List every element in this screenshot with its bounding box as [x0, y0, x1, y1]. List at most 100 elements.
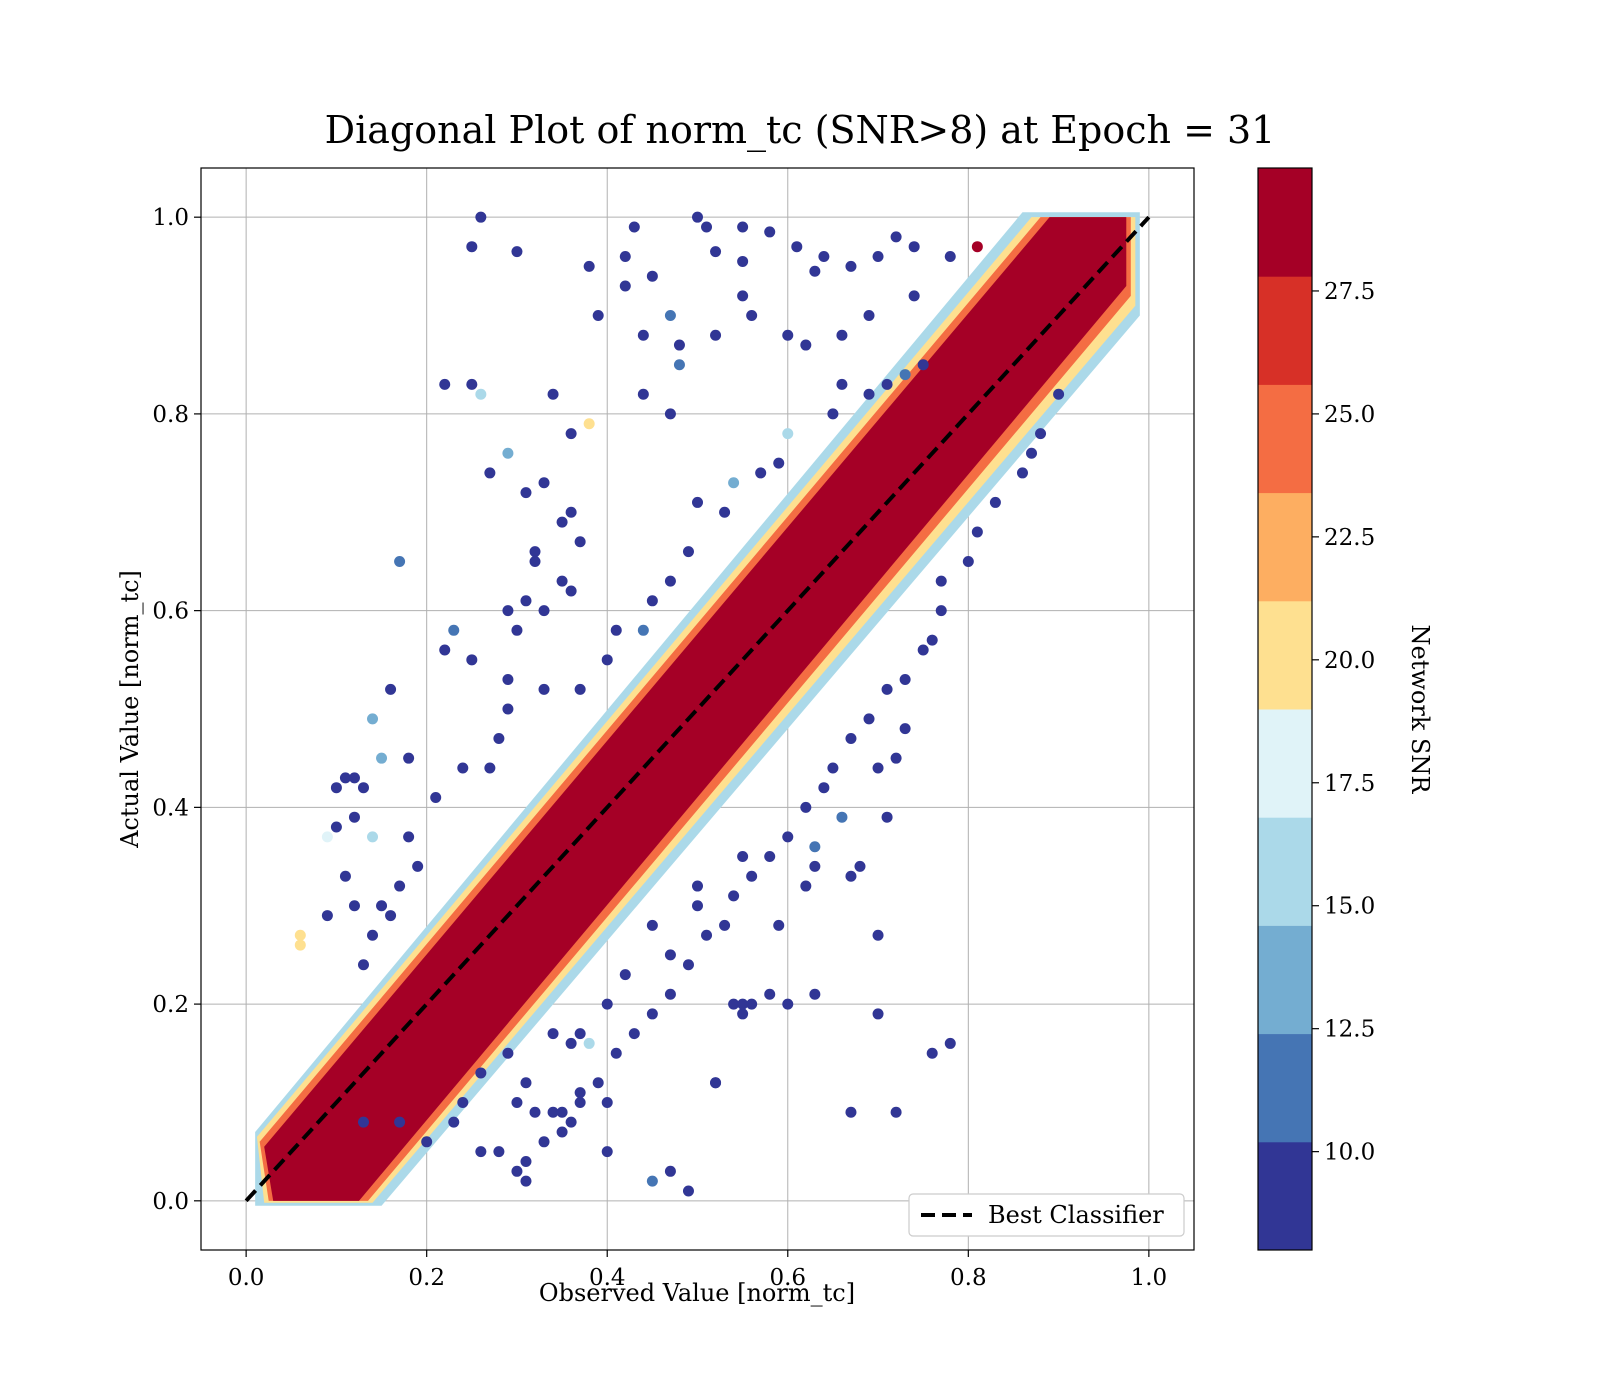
scatter-point [502, 703, 514, 715]
scatter-point [493, 1146, 505, 1158]
scatter-point [421, 1136, 433, 1148]
scatter-point [737, 221, 749, 233]
scatter-point [782, 428, 794, 440]
scatter-point [601, 998, 613, 1010]
scatter-point [376, 900, 388, 912]
scatter-point [339, 870, 351, 882]
scatter-point [457, 1096, 469, 1108]
density-band-layer [264, 217, 1127, 1201]
scatter-point [484, 762, 496, 774]
scatter-point [728, 998, 740, 1010]
scatter-point [367, 929, 379, 941]
chart-title: Diagonal Plot of norm_tc (SNR>8) at Epoc… [325, 108, 1276, 153]
colorbar-frame [1257, 167, 1313, 1251]
colorbar-tick-label: 12.5 [1324, 1017, 1375, 1043]
scatter-point [619, 280, 631, 292]
scatter-point [800, 339, 812, 351]
scatter-point [863, 388, 875, 400]
scatter-point [818, 782, 830, 794]
scatter-point [845, 733, 857, 745]
scatter-point [601, 1146, 613, 1158]
scatter-point [466, 654, 478, 666]
colorbar-segment [1258, 600, 1312, 710]
scatter-point [574, 536, 586, 548]
scatter-point [755, 467, 767, 479]
scatter-point [520, 1155, 532, 1167]
scatter-point [682, 546, 694, 558]
scatter-point [646, 919, 658, 931]
scatter-point [502, 673, 514, 685]
x-tick-label: 0.8 [950, 1265, 987, 1291]
scatter-point [529, 555, 541, 567]
x-tick-label: 0.2 [408, 1265, 445, 1291]
scatter-point [430, 792, 442, 804]
scatter-point [367, 831, 379, 843]
colorbar-label: Network SNR [1406, 625, 1434, 795]
scatter-point [881, 683, 893, 695]
scatter-point [664, 988, 676, 1000]
scatter-point [737, 998, 749, 1010]
scatter-point [872, 929, 884, 941]
scatter-point [520, 487, 532, 499]
scatter-point [348, 811, 360, 823]
scatter-point [520, 1077, 532, 1089]
scatter-point [836, 329, 848, 341]
colorbar [1258, 168, 1312, 1251]
scatter-point [502, 605, 514, 617]
scatter-point [502, 447, 514, 459]
scatter-point [348, 772, 360, 784]
y-tick-label: 0.2 [152, 992, 189, 1018]
scatter-point [601, 654, 613, 666]
scatter-point [809, 265, 821, 277]
scatter-point [845, 1106, 857, 1118]
scatter-point [1035, 428, 1047, 440]
scatter-point [574, 683, 586, 695]
scatter-point [565, 506, 577, 518]
scatter-point [601, 1096, 613, 1108]
scatter-point [574, 1087, 586, 1099]
scatter-point [565, 1037, 577, 1049]
x-tick-label: 0.0 [228, 1265, 265, 1291]
scatter-point [791, 241, 803, 253]
scatter-point [385, 910, 397, 922]
colorbar-segment [1258, 925, 1312, 1035]
y-tick-label: 0.4 [152, 795, 189, 821]
scatter-point [827, 762, 839, 774]
scatter-point [376, 752, 388, 764]
scatter-point [511, 246, 523, 258]
scatter-point [556, 1106, 568, 1118]
scatter-point [926, 634, 938, 646]
scatter-point [926, 1047, 938, 1059]
scatter-point [556, 1126, 568, 1138]
scatter-point [583, 1037, 595, 1049]
scatter-point [773, 919, 785, 931]
scatter-point [646, 1008, 658, 1020]
scatter-point [592, 1077, 604, 1089]
scatter-point [746, 998, 758, 1010]
scatter-point [637, 329, 649, 341]
scatter-point [836, 811, 848, 823]
scatter-point [565, 585, 577, 597]
scatter-point [394, 880, 406, 892]
scatter-point [746, 870, 758, 882]
scatter-point [294, 929, 306, 941]
scatter-point [511, 624, 523, 636]
scatter-point [339, 772, 351, 784]
legend: Best Classifier [908, 1193, 1185, 1237]
scatter-point [529, 1106, 541, 1118]
scatter-point [1026, 447, 1038, 459]
legend-label-best-classifier: Best Classifier [988, 1201, 1164, 1229]
scatter-point [646, 595, 658, 607]
scatter-point [367, 713, 379, 725]
scatter-point [737, 1008, 749, 1020]
scatter-point [746, 310, 758, 322]
colorbar-segment [1258, 384, 1312, 494]
scatter-point [818, 251, 830, 263]
colorbar-segment [1258, 817, 1312, 926]
scatter-point [394, 555, 406, 567]
scatter-point [899, 723, 911, 735]
scatter-point [610, 624, 622, 636]
scatter-point [547, 1106, 559, 1118]
scatter-point [682, 959, 694, 971]
